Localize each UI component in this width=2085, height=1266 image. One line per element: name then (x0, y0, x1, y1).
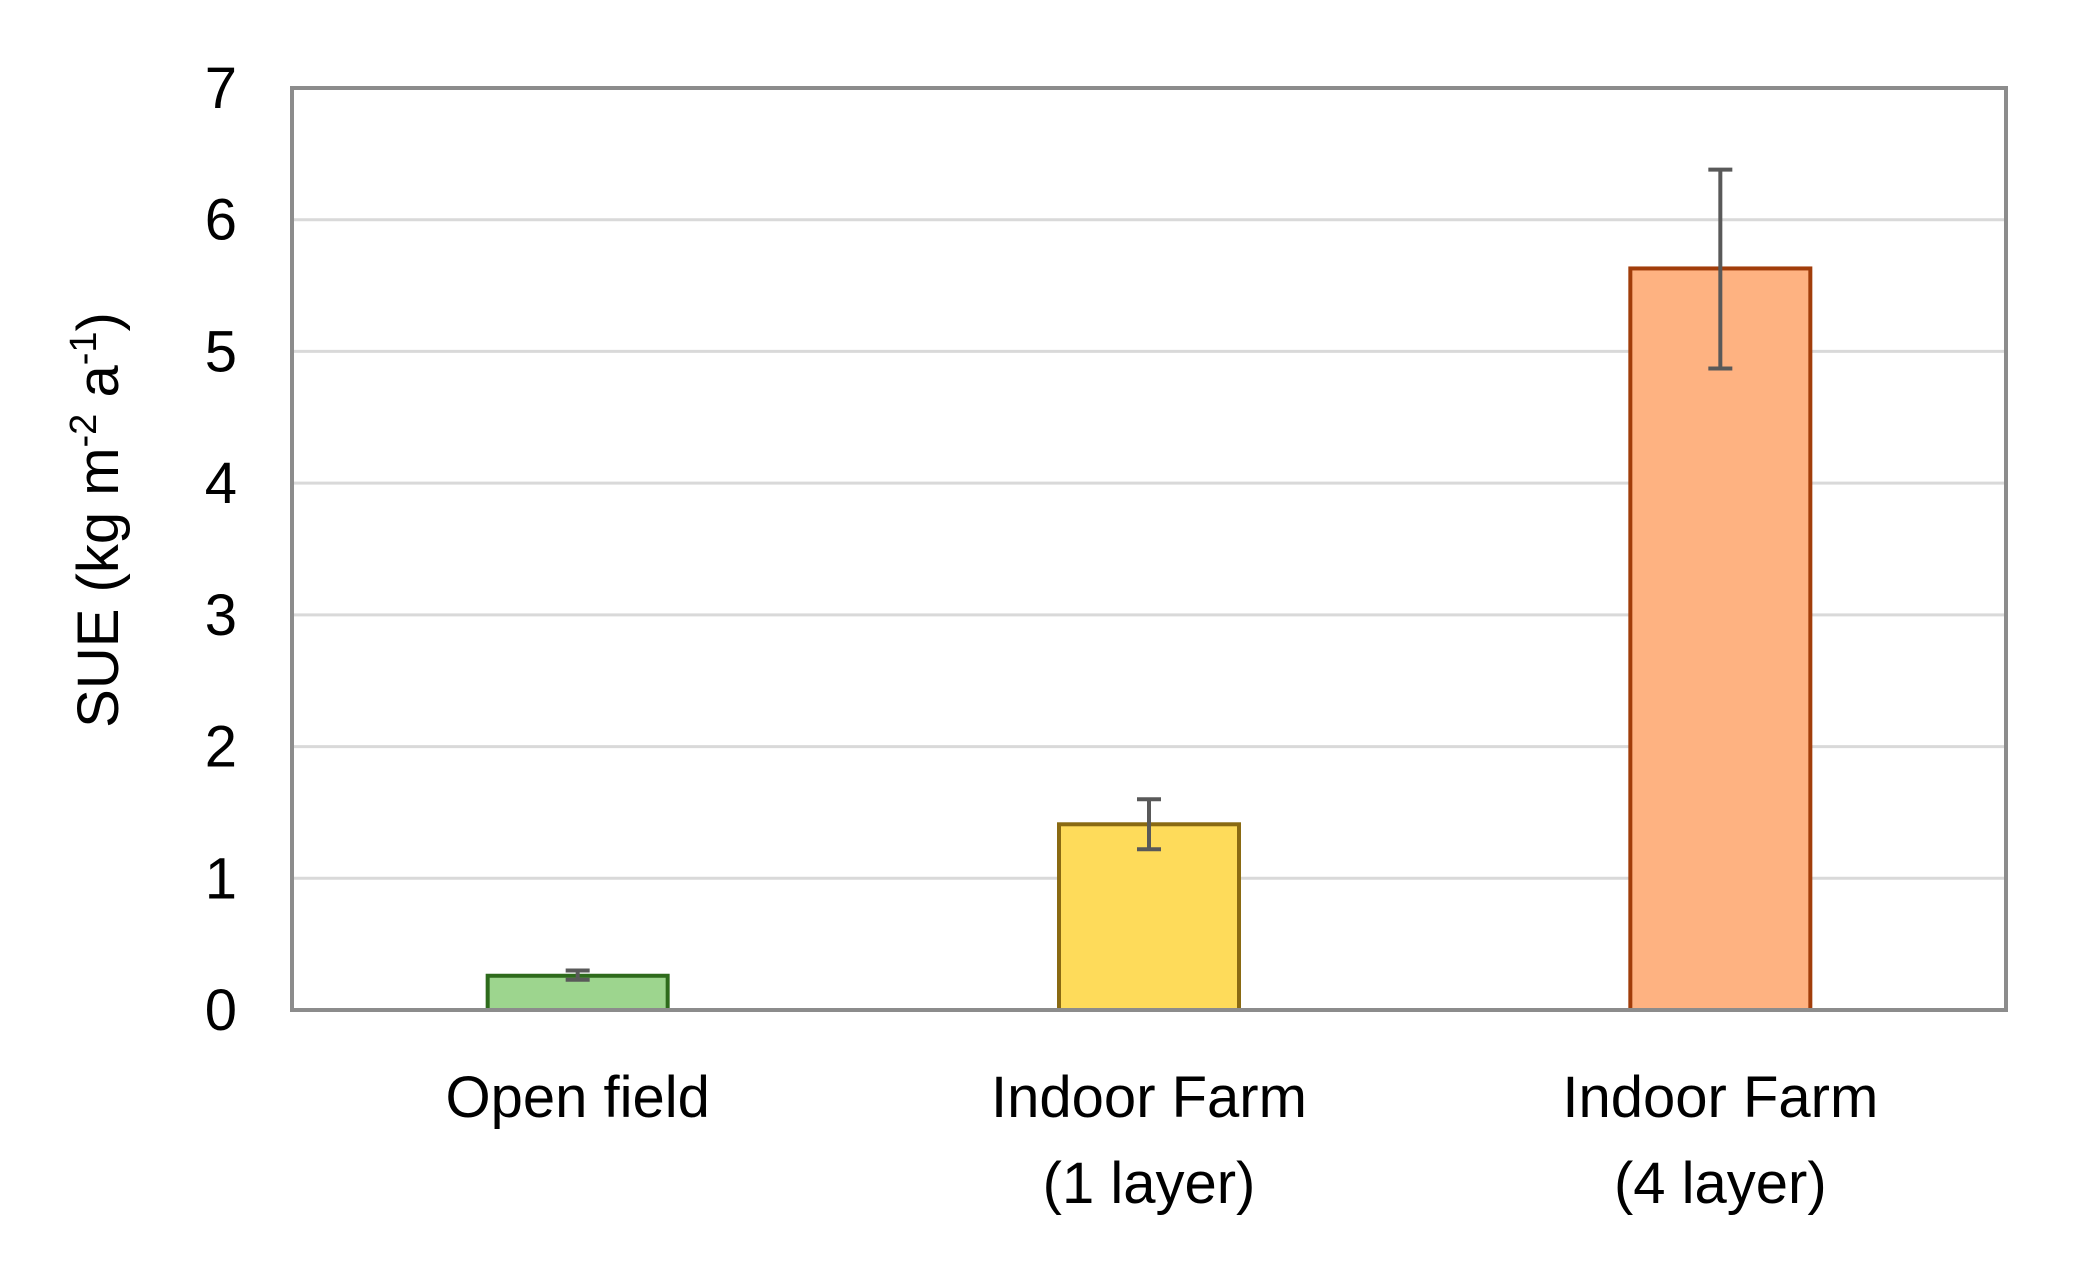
y-axis-title-sup1: -2 (63, 414, 105, 448)
x-category-label-line: (4 layer) (1614, 1151, 1827, 1216)
x-category-label-line: Indoor Farm (1562, 1065, 1878, 1130)
y-tick-label: 0 (205, 978, 237, 1043)
y-tick-label: 1 (205, 846, 237, 911)
y-tick-label: 2 (205, 715, 237, 780)
y-tick-label: 5 (205, 319, 237, 384)
y-axis-title-sup2: -1 (63, 331, 105, 365)
y-axis-title-main: SUE (kg m (66, 447, 131, 727)
x-category-label: Indoor Farm (4 layer) (1562, 1065, 1878, 1216)
y-tick-label: 6 (205, 188, 237, 253)
bar (1057, 822, 1241, 1012)
x-category-labels: Open field Indoor Farm (1 layer)Indoor Far… (445, 1065, 1878, 1216)
x-category-label-line: (1 layer) (1043, 1151, 1256, 1216)
error-bars (565, 167, 1733, 982)
plot-border (290, 86, 2008, 1012)
bars (485, 266, 1813, 1013)
y-axis-title-mid: a (66, 365, 131, 414)
y-tick-label: 4 (205, 451, 237, 516)
y-tick-labels: 0 1 2 3 4 5 6 7 (205, 56, 237, 1043)
y-tick-label: 3 (205, 583, 237, 648)
x-category-label-line: Open field (445, 1065, 709, 1130)
y-axis-title-end: ) (66, 312, 131, 331)
y-axis-title: SUE (kg m-2 a-1) (63, 312, 131, 728)
plot-frame (290, 86, 2008, 1012)
x-category-label-line: Indoor Farm (991, 1065, 1307, 1130)
error-bar (565, 968, 590, 982)
y-tick-label: 7 (205, 56, 237, 121)
x-category-label: Open field (445, 1065, 709, 1130)
error-bar (1708, 167, 1733, 371)
error-bar (1137, 797, 1161, 852)
bar (1628, 266, 1813, 1013)
x-category-label: Indoor Farm (1 layer) (991, 1065, 1307, 1216)
